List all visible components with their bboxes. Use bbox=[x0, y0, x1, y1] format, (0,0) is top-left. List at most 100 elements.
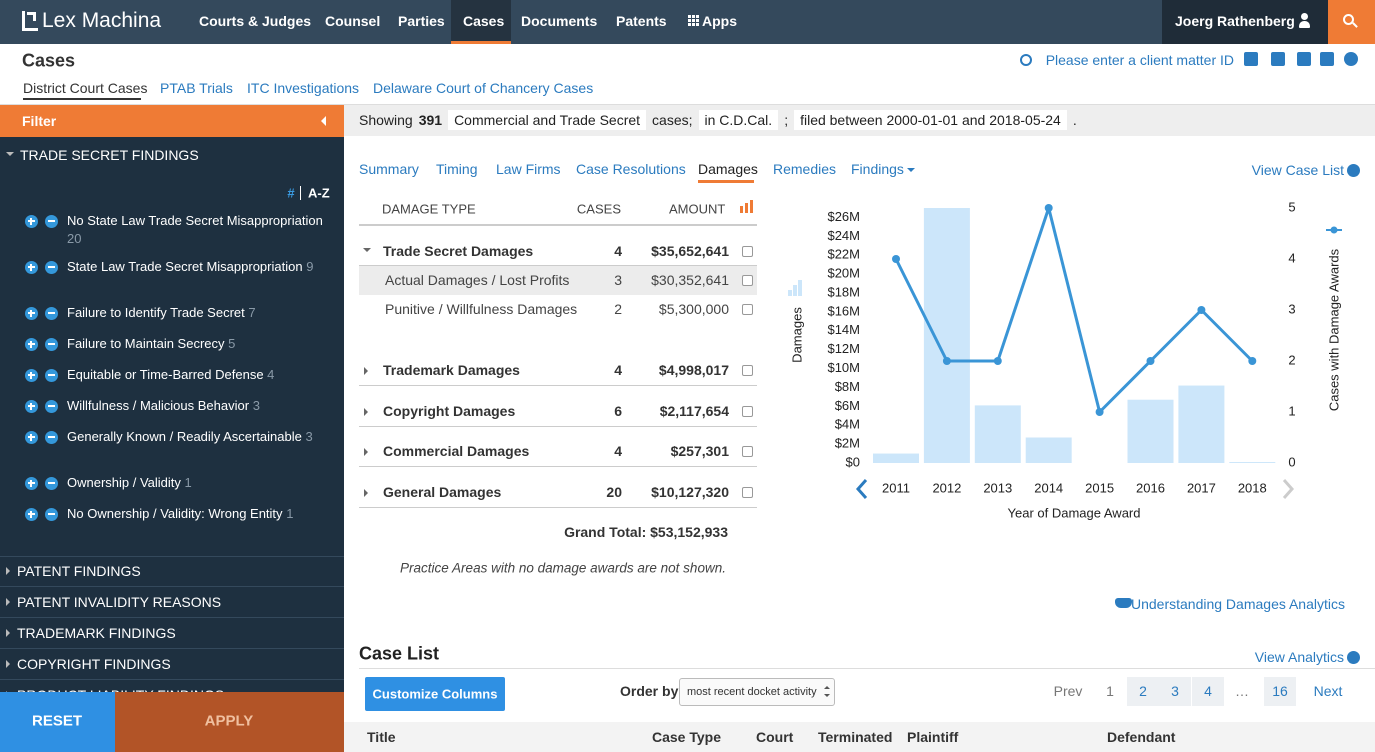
include-button[interactable] bbox=[24, 337, 38, 351]
row-checkbox[interactable] bbox=[742, 446, 753, 457]
order-select[interactable] bbox=[679, 678, 835, 706]
column-header[interactable]: Terminated bbox=[818, 729, 893, 745]
header-icon[interactable] bbox=[1271, 52, 1285, 66]
analytics-tab[interactable]: Case Resolutions bbox=[576, 161, 686, 177]
nav-item[interactable]: Courts & Judges bbox=[199, 13, 312, 29]
page-box[interactable] bbox=[1264, 677, 1296, 706]
sort-alpha[interactable]: A-Z bbox=[308, 185, 330, 201]
client-matter[interactable]: Please enter a client matter ID bbox=[1045, 52, 1234, 68]
header-icon[interactable] bbox=[1297, 52, 1311, 66]
filter-item[interactable]: No State Law Trade Secret Misappropriati… bbox=[67, 212, 329, 248]
filter-section[interactable]: TRADEMARK FINDINGS bbox=[17, 625, 176, 641]
case-tab[interactable]: Delaware Court of Chancery Cases bbox=[373, 80, 594, 96]
header-icon[interactable] bbox=[1244, 52, 1258, 66]
nav-item[interactable]: Apps bbox=[702, 13, 737, 29]
exclude-button[interactable] bbox=[44, 476, 58, 490]
damage-type[interactable]: Copyright Damages bbox=[383, 403, 516, 419]
filter-item[interactable]: Willfulness / Malicious Behavior 3 bbox=[67, 397, 329, 415]
filter-section[interactable]: COPYRIGHT FINDINGS bbox=[17, 656, 171, 672]
exclude-button[interactable] bbox=[44, 260, 58, 274]
analytics-tab[interactable]: Findings bbox=[851, 161, 904, 177]
nav-item[interactable]: Cases bbox=[463, 13, 505, 29]
page-box[interactable] bbox=[1159, 677, 1191, 706]
column-header[interactable]: Plaintiff bbox=[907, 729, 959, 745]
nav-item[interactable]: Patents bbox=[616, 13, 667, 29]
exclude-button[interactable] bbox=[44, 306, 58, 320]
filter-item[interactable]: Equitable or Time-Barred Defense 4 bbox=[67, 366, 329, 384]
analytics-tab[interactable]: Law Firms bbox=[496, 161, 561, 177]
row-checkbox[interactable] bbox=[742, 487, 753, 498]
nav-item[interactable]: Counsel bbox=[325, 13, 381, 29]
view-case-list[interactable]: View Case List bbox=[1251, 162, 1344, 178]
analytics-tab[interactable]: Damages bbox=[698, 161, 758, 177]
y-tick-label: $4M bbox=[835, 417, 860, 432]
column-header[interactable]: Court bbox=[756, 729, 794, 745]
filter-item[interactable]: Ownership / Validity 1 bbox=[67, 474, 329, 492]
damage-type[interactable]: General Damages bbox=[383, 484, 502, 500]
column-header[interactable]: Case Type bbox=[652, 729, 721, 745]
row-checkbox[interactable] bbox=[742, 365, 753, 376]
customize-button[interactable] bbox=[365, 677, 505, 711]
filter-section[interactable]: PATENT FINDINGS bbox=[17, 563, 141, 579]
section-open[interactable]: TRADE SECRET FINDINGS bbox=[20, 147, 199, 163]
page-box[interactable] bbox=[1127, 677, 1159, 706]
understanding-link[interactable]: Understanding Damages Analytics bbox=[1130, 596, 1345, 612]
header-icon[interactable] bbox=[1344, 52, 1358, 66]
row-checkbox[interactable] bbox=[742, 406, 753, 417]
analytics-tab[interactable]: Remedies bbox=[773, 161, 837, 177]
filter-item[interactable]: No Ownership / Validity: Wrong Entity 1 bbox=[67, 505, 329, 523]
damage-type[interactable]: Trademark Damages bbox=[383, 362, 520, 378]
include-button[interactable] bbox=[24, 430, 38, 444]
exclude-button[interactable] bbox=[44, 214, 58, 228]
include-button[interactable] bbox=[24, 507, 38, 521]
page-box[interactable] bbox=[1192, 677, 1224, 706]
analytics-tab[interactable]: Summary bbox=[359, 161, 419, 177]
page-link[interactable]: 16 bbox=[1272, 683, 1288, 699]
exclude-button[interactable] bbox=[44, 430, 58, 444]
analytics-tab[interactable]: Timing bbox=[436, 161, 478, 177]
include-button[interactable] bbox=[24, 260, 38, 274]
page-link[interactable]: 3 bbox=[1171, 683, 1179, 699]
column-header[interactable]: Defendant bbox=[1107, 729, 1176, 745]
include-button[interactable] bbox=[24, 306, 38, 320]
nav-item[interactable]: Parties bbox=[398, 13, 445, 29]
filter-item[interactable]: Generally Known / Readily Ascertainable … bbox=[67, 428, 329, 446]
page-link[interactable]: Prev bbox=[1053, 683, 1083, 699]
sort-number[interactable]: # bbox=[287, 185, 295, 201]
exclude-button[interactable] bbox=[44, 368, 58, 382]
nav-item[interactable]: Documents bbox=[521, 13, 598, 29]
include-button[interactable] bbox=[24, 214, 38, 228]
reset-button[interactable] bbox=[0, 692, 115, 752]
page-link[interactable]: 1 bbox=[1106, 683, 1114, 699]
user-name[interactable]: Joerg Rathenberg bbox=[1175, 13, 1295, 29]
page-link[interactable]: 2 bbox=[1139, 683, 1147, 699]
row-checkbox[interactable] bbox=[742, 304, 753, 315]
damage-type[interactable]: Commercial Damages bbox=[383, 443, 530, 459]
column-header[interactable]: Title bbox=[367, 729, 396, 745]
section-expanded bbox=[6, 152, 14, 156]
include-button[interactable] bbox=[24, 368, 38, 382]
table-rule bbox=[359, 466, 757, 467]
include-button[interactable] bbox=[24, 399, 38, 413]
page-link[interactable]: Next bbox=[1313, 683, 1343, 699]
include-button[interactable] bbox=[24, 476, 38, 490]
row-checkbox[interactable] bbox=[742, 246, 753, 257]
filter-item[interactable]: Failure to Identify Trade Secret 7 bbox=[67, 304, 329, 322]
case-tab[interactable]: PTAB Trials bbox=[160, 80, 233, 96]
exclude-button[interactable] bbox=[44, 507, 58, 521]
case-tab[interactable]: ITC Investigations bbox=[247, 80, 360, 96]
page-link[interactable]: … bbox=[1235, 683, 1249, 699]
header-icon[interactable] bbox=[1320, 52, 1334, 66]
filter-item[interactable]: State Law Trade Secret Misappropriation … bbox=[67, 258, 329, 276]
damage-type[interactable]: Trade Secret Damages bbox=[383, 243, 534, 259]
view-analytics[interactable]: View Analytics bbox=[1254, 649, 1344, 665]
line-point bbox=[1095, 408, 1104, 416]
filter-section[interactable]: PATENT INVALIDITY REASONS bbox=[17, 594, 222, 610]
exclude-button[interactable] bbox=[44, 399, 58, 413]
page-link[interactable]: 4 bbox=[1204, 683, 1212, 699]
row-checkbox[interactable] bbox=[742, 275, 753, 286]
apply-button[interactable] bbox=[115, 692, 344, 752]
exclude-button[interactable] bbox=[44, 337, 58, 351]
filter-item[interactable]: Failure to Maintain Secrecy 5 bbox=[67, 335, 329, 353]
case-tab[interactable]: District Court Cases bbox=[23, 80, 148, 96]
